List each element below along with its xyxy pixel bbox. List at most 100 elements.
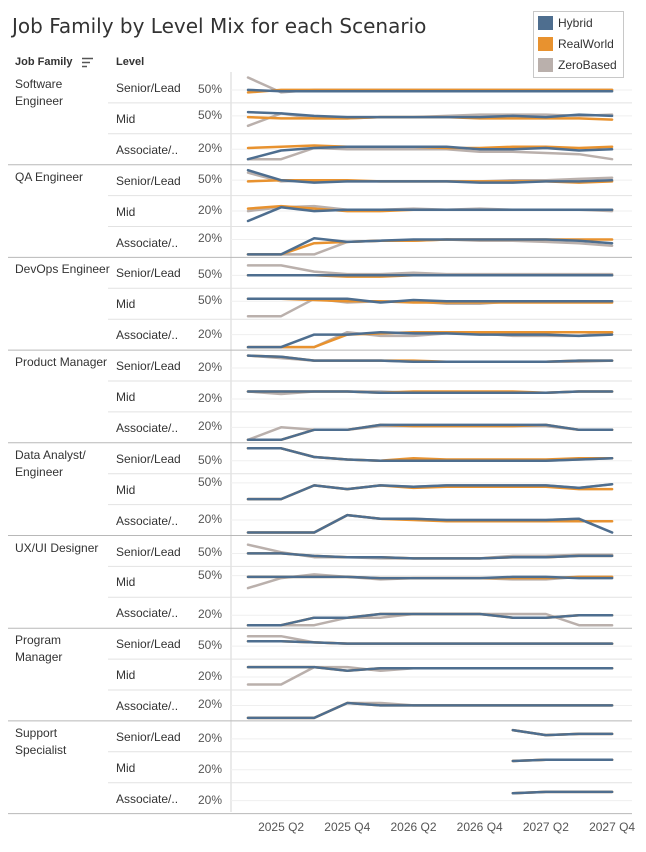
legend-item-hybrid[interactable]: Hybrid [538,14,593,32]
series-line-hybrid-support-specialist-associate-junior [511,790,614,795]
series-line-zerobased-software-engineer-associate-junior [246,146,614,161]
y-tick-label: 50% [198,545,223,560]
x-tick-label: 2027 Q4 [589,820,636,834]
y-tick-label: 50% [198,452,223,467]
level-label-senior-lead: Senior/Lead [116,729,181,744]
legend-item-realworld[interactable]: RealWorld [538,35,614,53]
series-line-hybrid-devops-engineer-associate-junior [246,330,614,349]
x-tick-label: 2025 Q2 [258,820,305,834]
series-line-hybrid-software-engineer-associate-junior [246,145,614,161]
y-tick-label: 20% [198,792,223,807]
y-tick-label: 50% [198,567,223,582]
level-label-senior-lead: Senior/Lead [116,81,181,95]
x-tick-label: 2025 Q4 [324,820,371,834]
column-headers: Job Family Level [0,56,646,70]
series-line-hybrid-qa-engineer-associate-junior [246,236,614,256]
level-label-mid: Mid [116,575,136,590]
series-line-hybrid-ux-ui-designer-mid [246,575,614,580]
sort-descending-icon[interactable] [82,57,94,68]
x-tick-label: 2026 Q2 [390,820,437,834]
job-family-label-software-engineer: Software Engineer [15,77,64,108]
series-line-realworld-software-engineer-senior-lead [246,88,614,94]
y-tick-label: 20% [198,669,223,684]
level-label-mid: Mid [116,204,136,219]
y-tick-label: 50% [198,293,223,308]
series-line-hybrid-data-analyst-engineer-associate-junior [246,513,614,534]
level-label-associate-junior: Associate/.. [116,420,179,435]
series-line-hybrid-ux-ui-designer-associate-junior [246,612,614,627]
level-label-mid: Mid [116,482,136,497]
y-tick-label: 50% [198,638,223,653]
y-tick-label: 20% [198,607,223,622]
y-tick-label: 50% [198,474,223,489]
level-label-senior-lead: Senior/Lead [116,451,181,466]
y-tick-label: 50% [198,172,223,187]
series-line-hybrid-support-specialist-senior-lead [511,728,614,737]
y-tick-label: 20% [198,203,223,218]
series-line-hybrid-qa-engineer-mid [246,206,614,223]
level-label-mid: Mid [116,111,136,126]
level-label-associate-junior: Associate/.. [116,235,179,250]
y-tick-label: 20% [198,390,223,405]
level-label-senior-lead: Senior/Lead [116,544,181,559]
series-line-hybrid-software-engineer-mid [246,110,614,119]
series-line-hybrid-ux-ui-designer-senior-lead [246,552,614,560]
level-label-associate-junior: Associate/.. [116,699,179,713]
level-label-associate-junior: Associate/.. [116,328,179,343]
y-tick-label: 50% [198,81,223,96]
level-label-associate-junior: Associate/.. [116,142,179,157]
y-tick-label: 20% [198,231,223,246]
chart-title: Job Family by Level Mix for each Scenari… [12,14,427,38]
y-tick-label: 50% [198,267,223,282]
series-line-zerobased-data-analyst-engineer-associate-junior [246,513,614,534]
legend-label-realworld: RealWorld [558,37,614,51]
job-family-label-ux-ui-designer: UX/UI Designer [15,540,99,555]
legend: Hybrid RealWorld ZeroBased [533,11,624,78]
level-label-associate-junior: Associate/.. [116,606,179,621]
y-tick-label: 20% [198,512,223,527]
y-tick-label: 20% [198,761,223,776]
series-line-hybrid-program-manager-associate-junior [246,701,614,720]
level-label-senior-lead: Senior/Lead [116,173,181,188]
series-line-hybrid-product-manager-mid [246,390,614,394]
legend-swatch-realworld [538,37,553,51]
legend-label-zerobased: ZeroBased [558,58,617,72]
y-tick-label: 20% [198,419,223,434]
level-header: Level [116,56,145,68]
level-label-mid: Mid [116,760,136,775]
job-family-label-devops-engineer: DevOps Engineer [15,262,110,277]
job-family-label-qa-engineer: QA Engineer [15,169,84,184]
y-tick-label: 50% [198,107,223,122]
series-line-hybrid-qa-engineer-senior-lead [246,168,614,184]
level-label-senior-lead: Senior/Lead [116,359,181,374]
series-line-hybrid-software-engineer-senior-lead [246,88,614,93]
level-label-senior-lead: Senior/Lead [116,266,181,281]
job-family-header[interactable]: Job Family [15,56,73,68]
series-line-hybrid-data-analyst-engineer-mid [246,482,614,501]
series-line-zerobased-devops-engineer-senior-lead [246,264,614,276]
level-label-associate-junior: Associate/.. [116,791,179,806]
y-tick-label: 20% [198,730,223,745]
job-family-label-product-manager: Product Manager [15,355,108,370]
series-line-hybrid-program-manager-mid [246,665,614,673]
y-tick-label: 20% [198,326,223,341]
series-line-hybrid-data-analyst-engineer-senior-lead [246,447,614,462]
legend-swatch-hybrid [538,16,553,30]
y-tick-label: 20% [198,697,223,712]
x-tick-label: 2027 Q2 [522,820,569,834]
series-line-realworld-data-analyst-engineer-associate-junior [246,513,614,534]
series-line-hybrid-product-manager-associate-junior [246,423,614,442]
y-tick-label: 20% [198,360,223,375]
series-line-hybrid-support-specialist-mid [511,758,614,763]
legend-item-zerobased[interactable]: ZeroBased [538,56,617,74]
x-tick-label: 2026 Q4 [456,820,503,834]
series-line-hybrid-devops-engineer-mid [246,297,614,304]
series-line-zerobased-program-manager-mid [246,665,614,686]
job-family-label-support-specialist: Support Specialist [15,725,67,757]
legend-swatch-zerobased [538,58,553,72]
job-family-label-program-manager: Program Manager [15,633,63,665]
y-tick-label: 20% [198,141,223,156]
level-label-senior-lead: Senior/Lead [116,637,181,652]
job-family-label-data-analyst-engineer: Data Analyst/ Engineer [15,447,86,479]
